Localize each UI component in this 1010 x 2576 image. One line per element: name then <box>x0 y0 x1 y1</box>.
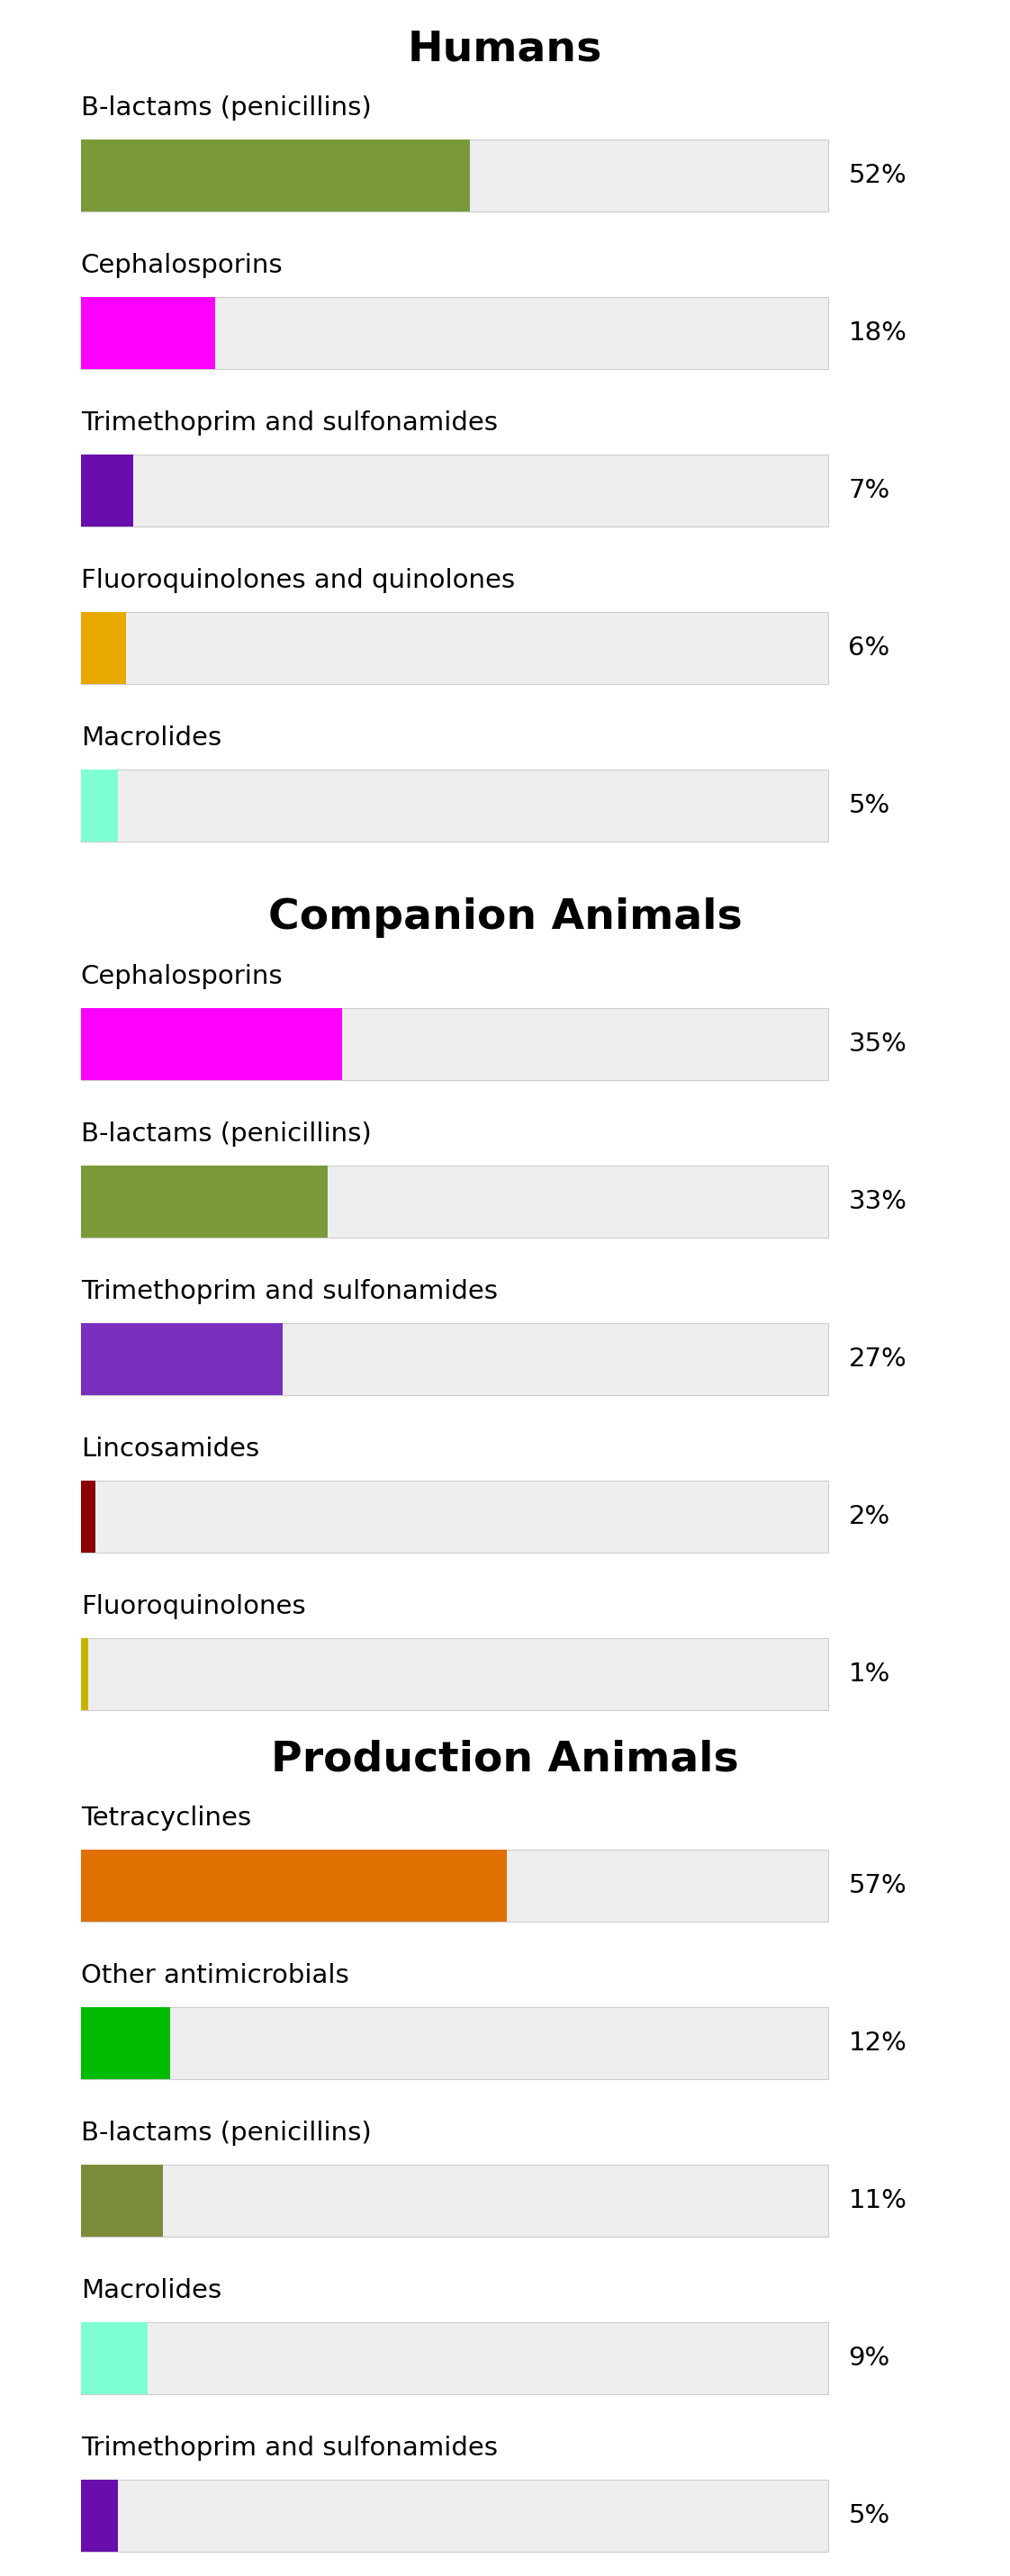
Text: 5%: 5% <box>848 2504 890 2527</box>
Text: B-lactams (penicillins): B-lactams (penicillins) <box>81 1121 372 1146</box>
Text: 11%: 11% <box>848 2187 907 2213</box>
Text: 27%: 27% <box>848 1347 907 1370</box>
Text: Trimethoprim and sulfonamides: Trimethoprim and sulfonamides <box>81 1280 498 1303</box>
Text: Macrolides: Macrolides <box>81 2277 221 2303</box>
Text: Fluoroquinolones: Fluoroquinolones <box>81 1595 305 1620</box>
Bar <box>81 613 828 685</box>
Bar <box>81 1638 88 1710</box>
Bar <box>81 770 118 842</box>
Bar <box>81 1164 828 1236</box>
Bar <box>81 296 828 368</box>
Bar <box>81 613 125 685</box>
Text: 1%: 1% <box>848 1662 890 1687</box>
Bar <box>81 2321 148 2393</box>
Text: Tetracyclines: Tetracyclines <box>81 1806 251 1832</box>
Bar <box>81 2481 828 2553</box>
Text: Cephalosporins: Cephalosporins <box>81 252 283 278</box>
Bar <box>81 453 828 526</box>
Bar <box>81 139 828 211</box>
Text: 33%: 33% <box>848 1190 907 1213</box>
Bar <box>81 296 215 368</box>
Text: 2%: 2% <box>848 1504 890 1530</box>
Bar <box>81 2164 163 2236</box>
Text: Humans: Humans <box>408 28 602 70</box>
Bar <box>81 1324 828 1396</box>
Bar <box>81 139 470 211</box>
Text: Other antimicrobials: Other antimicrobials <box>81 1963 348 1989</box>
Bar <box>81 1007 342 1079</box>
Bar <box>81 1007 828 1079</box>
Bar <box>81 1481 828 1553</box>
Text: 7%: 7% <box>848 479 890 502</box>
Text: 9%: 9% <box>848 2347 890 2370</box>
Text: Production Animals: Production Animals <box>271 1739 739 1780</box>
Text: 57%: 57% <box>848 1873 907 1899</box>
Bar <box>81 1324 283 1396</box>
Text: Cephalosporins: Cephalosporins <box>81 963 283 989</box>
Text: 12%: 12% <box>848 2030 907 2056</box>
Text: 35%: 35% <box>848 1030 907 1056</box>
Text: Fluoroquinolones and quinolones: Fluoroquinolones and quinolones <box>81 567 515 592</box>
Bar <box>81 2321 828 2393</box>
Bar <box>81 1850 507 1922</box>
Text: Lincosamides: Lincosamides <box>81 1437 260 1461</box>
Text: Macrolides: Macrolides <box>81 726 221 750</box>
Bar <box>81 2481 118 2553</box>
Bar <box>81 2007 828 2079</box>
Bar <box>81 453 133 526</box>
Bar <box>81 1850 828 1922</box>
Text: Trimethoprim and sulfonamides: Trimethoprim and sulfonamides <box>81 2434 498 2460</box>
Bar <box>81 2007 171 2079</box>
Bar <box>81 770 828 842</box>
Text: 52%: 52% <box>848 162 907 188</box>
Bar <box>81 1164 327 1236</box>
Bar <box>81 1638 828 1710</box>
Bar <box>81 2164 828 2236</box>
Text: 6%: 6% <box>848 636 890 659</box>
Text: B-lactams (penicillins): B-lactams (penicillins) <box>81 95 372 121</box>
Text: 18%: 18% <box>848 319 907 345</box>
Text: Companion Animals: Companion Animals <box>268 899 742 938</box>
Text: Trimethoprim and sulfonamides: Trimethoprim and sulfonamides <box>81 410 498 435</box>
Bar <box>81 1481 96 1553</box>
Text: 5%: 5% <box>848 793 890 819</box>
Text: B-lactams (penicillins): B-lactams (penicillins) <box>81 2120 372 2146</box>
